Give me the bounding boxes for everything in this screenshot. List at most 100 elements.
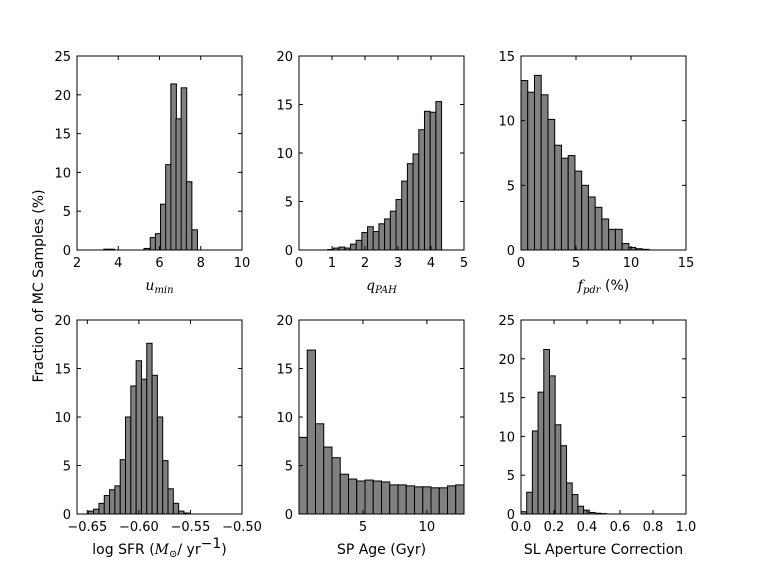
- x-tick-label: 0: [517, 256, 525, 271]
- histogram-bar: [587, 196, 596, 251]
- histogram-bar: [429, 111, 437, 251]
- histogram-bar: [315, 423, 325, 515]
- histogram-bar: [162, 460, 169, 515]
- histogram-bar: [574, 170, 583, 251]
- histogram-bar: [339, 473, 349, 515]
- y-tick-label: 5: [285, 460, 293, 475]
- y-tick-label: 15: [498, 392, 515, 407]
- histogram-bar: [548, 375, 556, 515]
- histogram-bar: [520, 80, 529, 251]
- histogram-bar: [389, 484, 399, 515]
- histogram-bar: [531, 430, 539, 515]
- histogram-bar: [566, 482, 573, 515]
- x-tick-label: 2: [361, 256, 369, 271]
- x-tick-label: −0.65: [67, 520, 107, 535]
- histogram-bar: [389, 210, 397, 251]
- y-tick-label: 15: [498, 50, 515, 65]
- histogram-bar: [526, 491, 533, 515]
- histogram-bar: [560, 157, 569, 251]
- histogram-bar: [185, 181, 193, 251]
- x-tick-label: 1: [328, 256, 336, 271]
- y-tick-label: 0: [285, 244, 293, 259]
- histogram-bar: [608, 228, 616, 251]
- histogram-bar: [130, 385, 137, 515]
- x-tick-label: 5: [460, 256, 468, 271]
- histogram-bar: [430, 487, 440, 515]
- plot-frame: [76, 55, 243, 251]
- histogram-bar: [560, 445, 568, 515]
- panel-1: 2 4 6 8 10 0 5 10 15 20 25 umin: [54, 50, 250, 296]
- x-tick-label: 5: [359, 520, 367, 535]
- histogram-bar: [146, 342, 153, 515]
- histogram-bar: [577, 505, 585, 515]
- x-tick-label: −0.60: [119, 520, 159, 535]
- y-tick-label: 10: [276, 147, 293, 162]
- histogram-bar: [422, 486, 432, 515]
- histogram-bar: [554, 424, 562, 515]
- histogram-bar: [93, 508, 100, 515]
- histogram-bar: [401, 180, 408, 251]
- histogram-bar: [567, 155, 576, 251]
- histogram-bar: [372, 480, 382, 515]
- histogram-bar: [306, 349, 316, 515]
- plot-frame: [520, 55, 687, 251]
- histogram-bar: [554, 144, 562, 251]
- histogram-bar: [323, 446, 333, 515]
- histogram-bar: [349, 243, 357, 251]
- x-tick-label: 0.2: [544, 520, 565, 535]
- histogram-bar: [571, 494, 579, 515]
- histogram-bar: [581, 184, 589, 251]
- histogram-bar: [438, 487, 448, 515]
- histogram-bar: [109, 489, 116, 515]
- histogram-bar: [583, 509, 590, 515]
- histogram-bar: [540, 94, 549, 251]
- histogram-bar: [527, 91, 535, 251]
- x-tick-label: 1.0: [676, 520, 697, 535]
- x-tick-label: −0.55: [171, 520, 211, 535]
- plot-frame: [520, 319, 687, 515]
- y-tick-label: 20: [54, 314, 71, 329]
- histogram-bar: [119, 459, 127, 515]
- x-tick-label: −0.50: [222, 520, 262, 535]
- x-tick-label: 0.6: [610, 520, 631, 535]
- x-tick-label: 5: [572, 256, 580, 271]
- histogram-bar: [191, 229, 198, 251]
- panel-3: 0 5 10 15 0 5 10 15 fpdr (%): [498, 50, 694, 296]
- histogram-bar: [384, 218, 391, 251]
- histogram-bar: [395, 199, 403, 251]
- histogram-bar: [298, 436, 308, 515]
- x-axis-label: log SFR (M⊙/ yr−1): [92, 536, 226, 560]
- histogram-bar: [543, 348, 550, 515]
- histogram-bar: [397, 484, 407, 515]
- y-tick-label: 5: [285, 196, 293, 211]
- panel-5: 5 10 0 5 10 15 20 SP Age (Gyr): [276, 314, 465, 558]
- panel-6: 0.0 0.2 0.4 0.6 0.8 1.0 0 5 10 15 20 25 SL Aperture …: [498, 314, 696, 558]
- x-tick-label: 4: [427, 256, 435, 271]
- y-tick-label: 20: [276, 50, 293, 65]
- histogram-bar: [355, 239, 363, 251]
- histogram-bar: [406, 163, 414, 251]
- y-tick-label: 0: [507, 244, 515, 259]
- x-tick-label: 0.0: [511, 520, 532, 535]
- x-tick-label: 10: [419, 520, 436, 535]
- x-tick-label: 10: [234, 256, 251, 271]
- histogram-bar: [547, 118, 556, 251]
- histogram-bar: [418, 129, 425, 251]
- histogram-bar: [156, 416, 164, 515]
- x-axis-label: umin: [145, 278, 173, 296]
- y-tick-label: 10: [498, 115, 515, 130]
- histogram-bar: [378, 223, 386, 251]
- y-tick-label: 0: [63, 244, 71, 259]
- y-tick-label: 10: [54, 411, 71, 426]
- histogram-bar: [435, 101, 443, 251]
- histogram-bar: [98, 502, 105, 515]
- y-tick-label: 0: [285, 508, 293, 523]
- histogram-bar: [594, 206, 603, 251]
- y-tick-label: 10: [54, 166, 71, 181]
- histogram-bar: [356, 480, 366, 515]
- x-tick-label: 3: [394, 256, 402, 271]
- x-tick-label: 0: [295, 256, 303, 271]
- histogram-bar: [447, 485, 457, 515]
- y-tick-label: 15: [54, 128, 71, 143]
- y-tick-label: 25: [54, 50, 71, 65]
